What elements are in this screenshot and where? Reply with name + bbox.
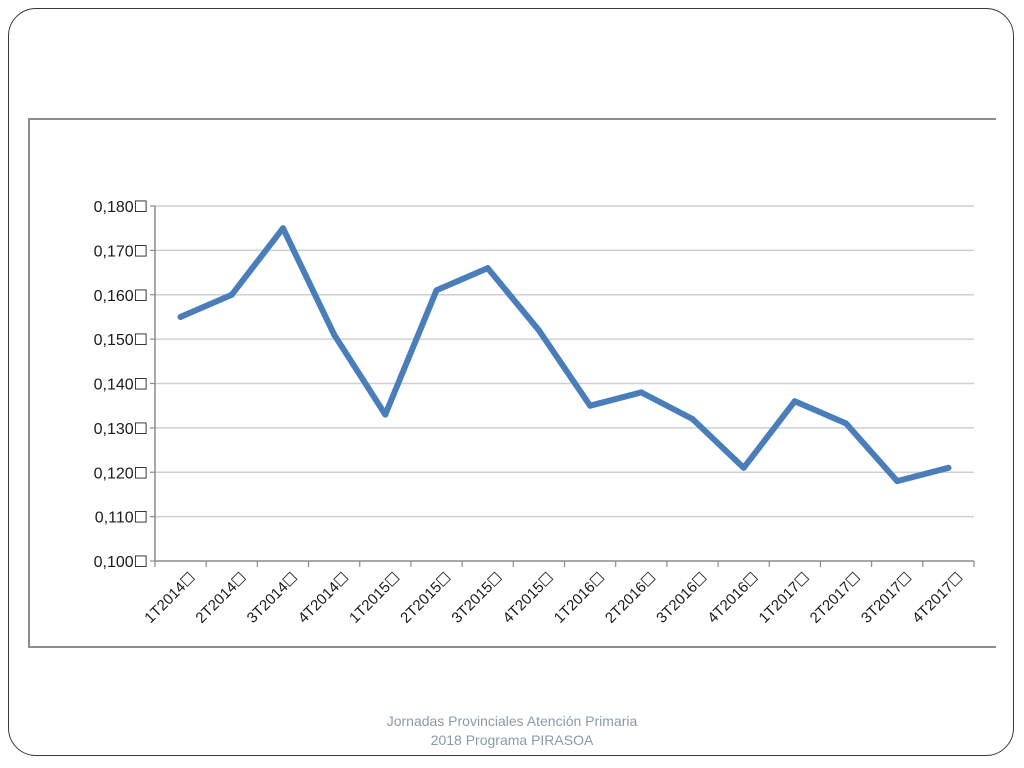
data-point	[638, 389, 645, 396]
y-tick-label: 0,150☐	[94, 332, 148, 349]
x-tick-label: 3T2014☐	[244, 569, 302, 627]
y-tick-label: 0,170☐	[94, 243, 148, 260]
y-tick-label: 0,130☐	[94, 421, 148, 438]
x-tick-label: 4T2014☐	[295, 569, 353, 627]
x-tick-label: 1T2015☐	[346, 569, 404, 627]
data-point	[791, 398, 798, 405]
y-tick-label: 0,120☐	[94, 465, 148, 482]
data-point	[740, 464, 747, 471]
data-point	[382, 411, 389, 418]
x-tick-label: 1T2014☐	[141, 569, 199, 627]
x-tick-label: 4T2016☐	[704, 569, 762, 627]
data-point	[843, 420, 850, 427]
x-tick-label: 1T2017☐	[756, 569, 814, 627]
data-point	[331, 331, 338, 338]
x-tick-label: 4T2017☐	[909, 569, 967, 627]
footer-line-1: Jornadas Provinciales Atención Primaria	[386, 713, 638, 729]
y-tick-label: 0,160☐	[94, 288, 148, 305]
data-point	[535, 327, 542, 334]
slide-footer: Jornadas Provinciales Atención Primaria …	[312, 712, 712, 750]
y-tick-label: 0,100☐	[94, 554, 148, 571]
x-tick-label: 2T2016☐	[602, 569, 660, 627]
x-tick-label: 4T2015☐	[500, 569, 558, 627]
x-tick-label: 3T2016☐	[653, 569, 711, 627]
data-point	[228, 291, 235, 298]
data-point	[279, 225, 286, 232]
x-tick-label: 3T2017☐	[858, 569, 916, 627]
x-tick-label: 2T2017☐	[807, 569, 865, 627]
data-point	[484, 265, 491, 272]
y-tick-label: 0,110☐	[95, 510, 148, 527]
x-tick-label: 2T2014☐	[192, 569, 250, 627]
data-point	[945, 464, 952, 471]
series-line	[177, 225, 952, 485]
y-tick-label: 0,140☐	[94, 377, 148, 394]
y-tick-label: 0,180☐	[94, 199, 148, 216]
data-point	[433, 287, 440, 294]
x-tick-label: 3T2015☐	[448, 569, 506, 627]
slide-frame	[8, 8, 1014, 756]
data-point	[177, 313, 184, 320]
data-point	[587, 402, 594, 409]
x-tick-label: 1T2016☐	[551, 569, 609, 627]
footer-line-2: 2018 Programa PIRASOA	[430, 732, 594, 748]
data-point	[894, 478, 901, 485]
x-tick-label: 2T2015☐	[397, 569, 455, 627]
data-point	[689, 416, 696, 422]
chart-container	[28, 118, 996, 648]
